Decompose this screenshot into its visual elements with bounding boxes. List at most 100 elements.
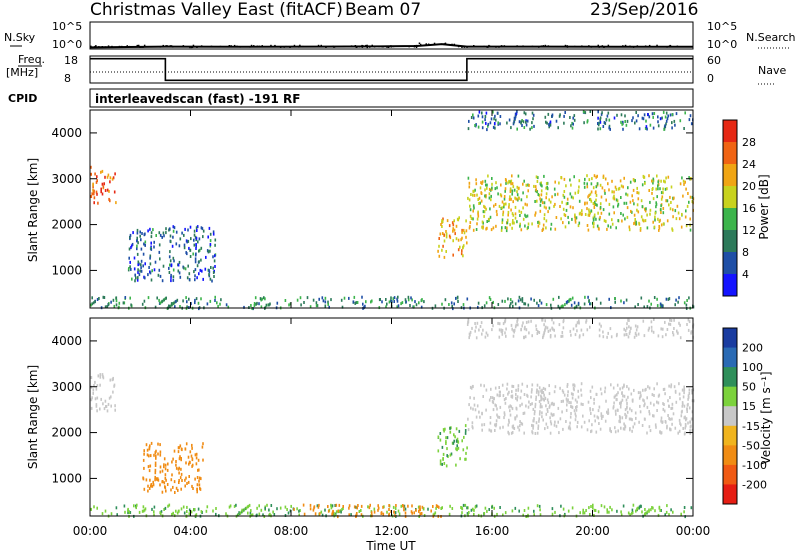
data-cell <box>533 412 536 416</box>
data-cell <box>199 268 202 272</box>
data-cell <box>596 182 599 186</box>
data-cell <box>626 385 628 389</box>
data-cell <box>589 408 592 412</box>
data-cell <box>494 386 497 390</box>
data-cell <box>672 196 674 200</box>
data-cell <box>632 116 634 120</box>
data-cell <box>445 232 448 236</box>
data-cell <box>498 322 501 326</box>
colorbar-tick-label: 16 <box>742 202 756 215</box>
data-cell <box>182 299 184 303</box>
data-cell <box>544 328 546 332</box>
sky-point <box>488 44 490 47</box>
data-cell <box>595 190 597 194</box>
data-cell <box>527 225 529 229</box>
data-cell <box>373 507 376 511</box>
colorbar-segment <box>723 120 737 143</box>
data-cell <box>642 319 645 323</box>
data-cell <box>403 508 405 512</box>
data-cell <box>681 388 684 392</box>
data-cell <box>571 296 574 300</box>
data-cell <box>518 509 520 513</box>
data-cell <box>521 382 524 386</box>
data-cell <box>686 299 688 302</box>
data-cell <box>139 269 141 273</box>
data-cell <box>187 264 189 268</box>
data-cell <box>541 201 544 205</box>
data-cell <box>503 416 505 420</box>
data-cell <box>243 508 246 512</box>
sky-point <box>531 45 534 48</box>
data-cell <box>400 302 402 306</box>
data-cell <box>653 403 655 407</box>
data-cell <box>150 278 153 282</box>
data-cell <box>287 511 290 515</box>
data-cell <box>530 319 532 323</box>
data-cell <box>213 275 215 278</box>
sky-point <box>498 46 500 48</box>
data-cell <box>170 275 172 279</box>
data-cell <box>457 446 460 450</box>
data-cell <box>368 506 371 510</box>
data-cell <box>485 121 487 125</box>
data-cell <box>174 305 176 309</box>
data-cell <box>680 410 683 414</box>
data-cell <box>470 386 473 390</box>
data-cell <box>440 223 442 226</box>
data-cell <box>144 262 146 266</box>
data-cell <box>664 180 666 184</box>
data-cell <box>516 185 519 189</box>
data-cell <box>165 489 167 493</box>
data-cell <box>142 458 145 462</box>
data-cell <box>523 431 525 435</box>
sky-point <box>581 45 583 47</box>
data-cell <box>133 267 136 271</box>
freq-tick-bottom: 8 <box>64 72 71 85</box>
data-cell <box>158 243 161 247</box>
data-cell <box>660 223 663 227</box>
data-cell <box>225 303 228 307</box>
data-cell <box>687 394 690 398</box>
data-cell <box>689 195 692 199</box>
data-cell <box>538 417 540 421</box>
data-cell <box>542 391 545 394</box>
data-cell <box>298 513 300 517</box>
data-cell <box>671 126 673 130</box>
data-cell <box>649 200 651 204</box>
data-cell <box>438 254 441 258</box>
data-cell <box>564 303 566 307</box>
sky-point <box>366 46 368 49</box>
sky-point <box>625 45 628 48</box>
data-cell <box>140 238 142 242</box>
data-cell <box>392 505 395 509</box>
data-cell <box>183 243 186 247</box>
data-cell <box>626 193 629 197</box>
data-cell <box>646 305 649 309</box>
data-cell <box>468 119 470 123</box>
data-cell <box>656 297 658 301</box>
data-cell <box>470 193 472 196</box>
data-cell <box>578 185 580 189</box>
data-cell <box>441 445 444 449</box>
data-cell <box>468 336 470 340</box>
data-cell <box>565 397 568 401</box>
sky-point <box>470 45 472 48</box>
data-cell <box>683 182 685 186</box>
data-cell <box>461 230 463 234</box>
data-cell <box>155 454 157 458</box>
sky-point <box>299 44 301 47</box>
data-cell <box>490 387 492 391</box>
data-cell <box>439 438 442 442</box>
data-cell <box>390 299 393 303</box>
data-cell <box>563 114 565 118</box>
data-cell <box>582 403 584 406</box>
data-cell <box>187 239 190 243</box>
data-cell <box>586 201 588 205</box>
data-cell <box>516 398 518 402</box>
data-cell <box>140 259 143 263</box>
data-cell <box>615 412 617 416</box>
data-cell <box>633 222 635 226</box>
data-cell <box>443 462 446 465</box>
data-cell <box>188 475 190 478</box>
data-cell <box>680 512 682 516</box>
